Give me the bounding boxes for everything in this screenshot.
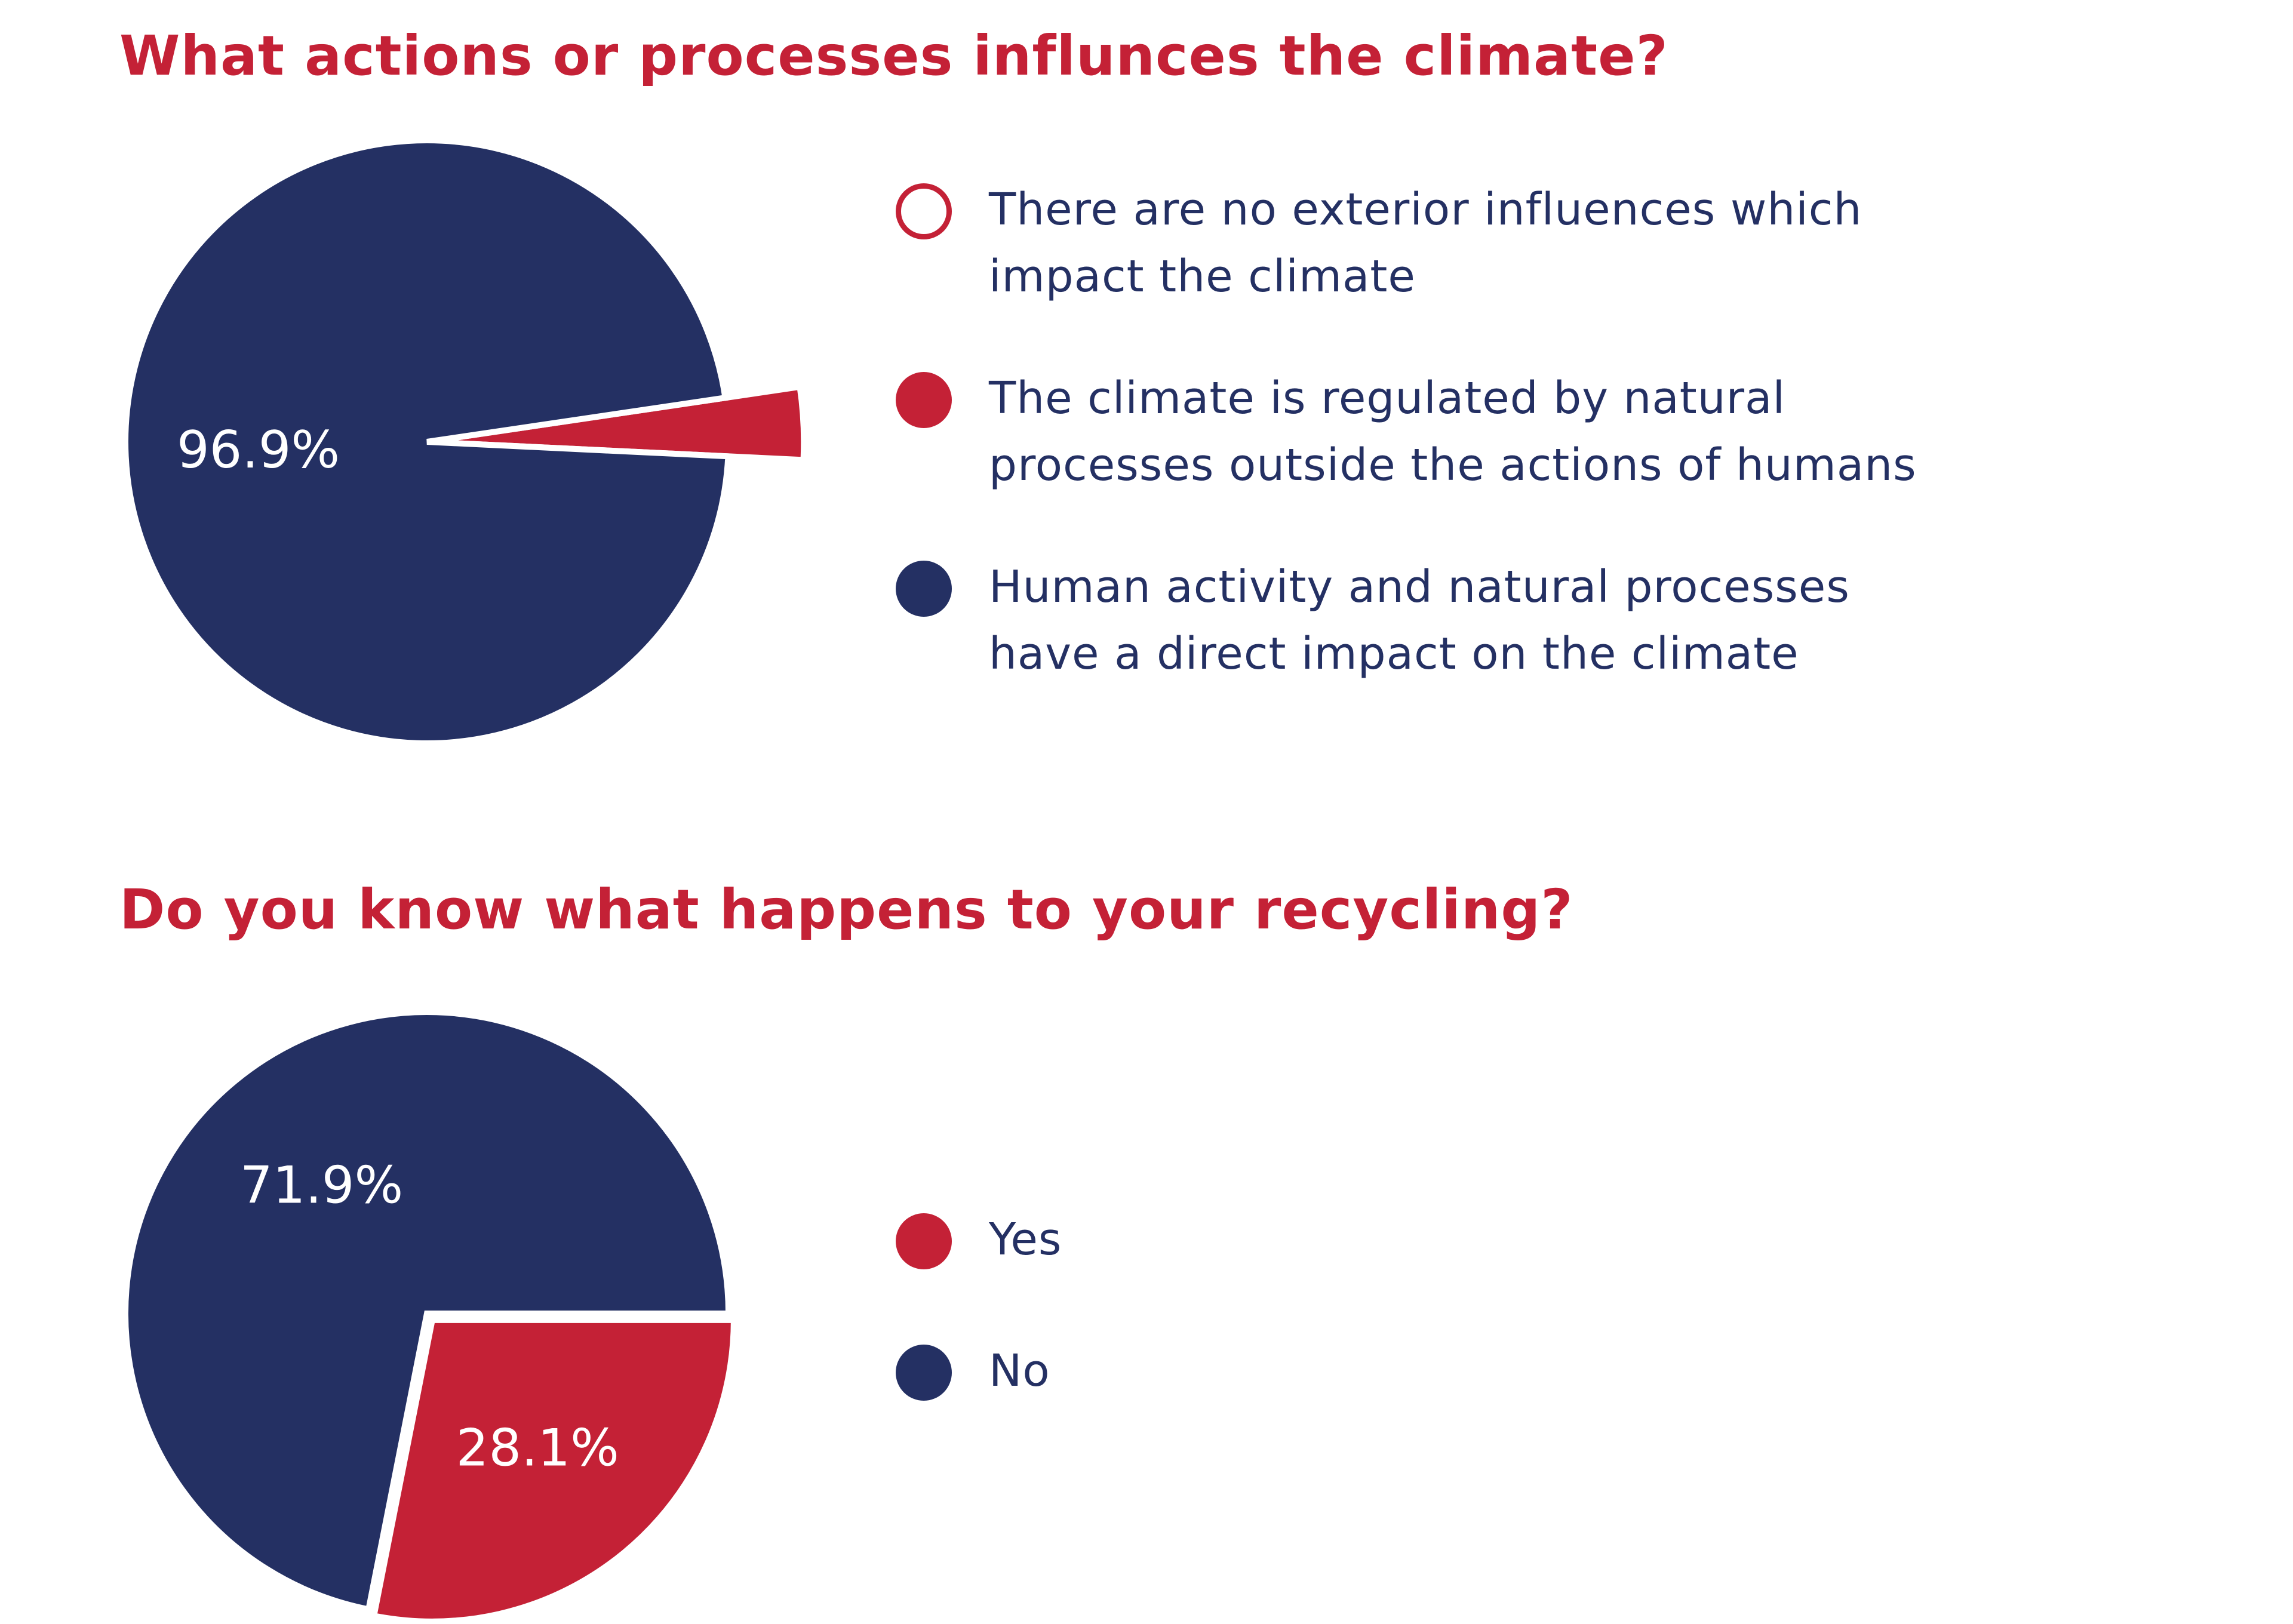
legend-item: There are no exterior influences which i… — [896, 176, 1944, 310]
pie-slice-human-activity-and-natural-processes-hav — [122, 137, 731, 746]
slice-value-label: 28.1% — [456, 1418, 619, 1478]
pie-slice-yes — [370, 1317, 737, 1624]
slice-value-label: 96.9% — [177, 420, 340, 480]
legend-label: There are no exterior influences which i… — [989, 184, 1862, 302]
legend-label: The climate is regulated by natural proc… — [989, 373, 1917, 491]
legend-swatch-icon — [896, 372, 952, 428]
legend-item: Yes — [896, 1206, 1944, 1273]
legend-swatch-icon — [896, 1345, 952, 1401]
chart-legend: Yes No — [896, 1206, 1944, 1469]
pie-chart-recycling: 28.1% 71.9% — [122, 1009, 737, 1624]
chart-title: Do you know what happens to your recycli… — [119, 878, 1573, 942]
slice-value-label: 71.9% — [240, 1155, 403, 1215]
chart-legend: There are no exterior influences which i… — [896, 176, 1944, 742]
legend-label: Human activity and natural processes hav… — [989, 561, 1850, 679]
pie-slice-the-climate-is-regulated-by-natural-proc — [426, 383, 807, 463]
legend-label: Yes — [989, 1214, 1062, 1265]
chart-climate-influences: 96.9% What actions or processes influnce… — [0, 0, 2293, 788]
chart-title: What actions or processes influnces the … — [119, 24, 1668, 88]
legend-swatch-icon — [896, 561, 952, 617]
legend-item: Human activity and natural processes hav… — [896, 553, 1944, 687]
legend-swatch-icon — [896, 183, 952, 239]
legend-item: The climate is regulated by natural proc… — [896, 365, 1944, 499]
chart-recycling-knowledge: 28.1% 71.9% Do you know what happens to y… — [0, 788, 2293, 1624]
pie-chart-climate: 96.9% — [122, 137, 807, 746]
legend-item: No — [896, 1337, 1944, 1404]
pie-slice-no — [122, 1009, 732, 1613]
legend-label: No — [989, 1345, 1050, 1397]
legend-swatch-icon — [896, 1213, 952, 1269]
